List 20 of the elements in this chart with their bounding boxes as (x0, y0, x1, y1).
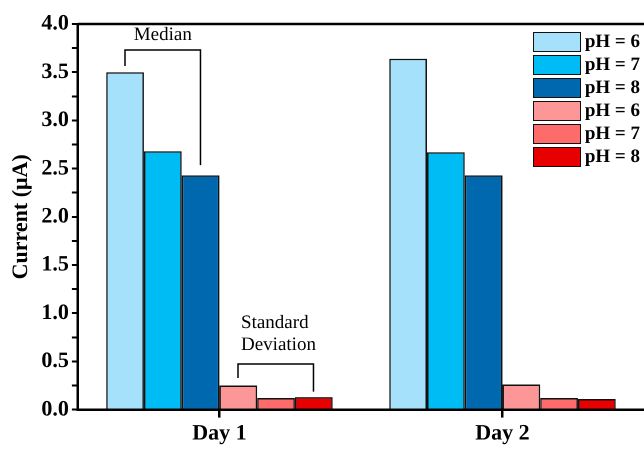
legend-label: pH = 6 (584, 30, 640, 52)
annotation: Median (132, 24, 193, 46)
y-tick-label: 0.5 (41, 347, 69, 372)
legend-label: pH = 8 (584, 146, 640, 168)
legend-label: pH = 6 (584, 100, 640, 122)
y-tick-label: 0.0 (41, 395, 69, 420)
legend-label: pH = 7 (584, 54, 640, 76)
legend-label: pH = 7 (584, 122, 640, 144)
x-tick-label: Day 1 (192, 419, 247, 444)
y-tick-label: 3.0 (41, 106, 69, 132)
y-tick-label: 2.5 (41, 154, 69, 180)
y-tick-label: 1.0 (41, 298, 69, 324)
y-tick-label: 3.5 (41, 58, 69, 83)
legend-label: pH = 8 (584, 76, 640, 98)
x-tick-label: Day 2 (475, 419, 530, 444)
y-tick-label: 2.0 (41, 202, 69, 228)
annotation: Standard Deviation (241, 312, 317, 356)
y-tick-label: 1.5 (41, 250, 69, 276)
y-tick-label: 4.0 (41, 10, 69, 35)
y-axis-title: Current (μA) (6, 154, 32, 280)
